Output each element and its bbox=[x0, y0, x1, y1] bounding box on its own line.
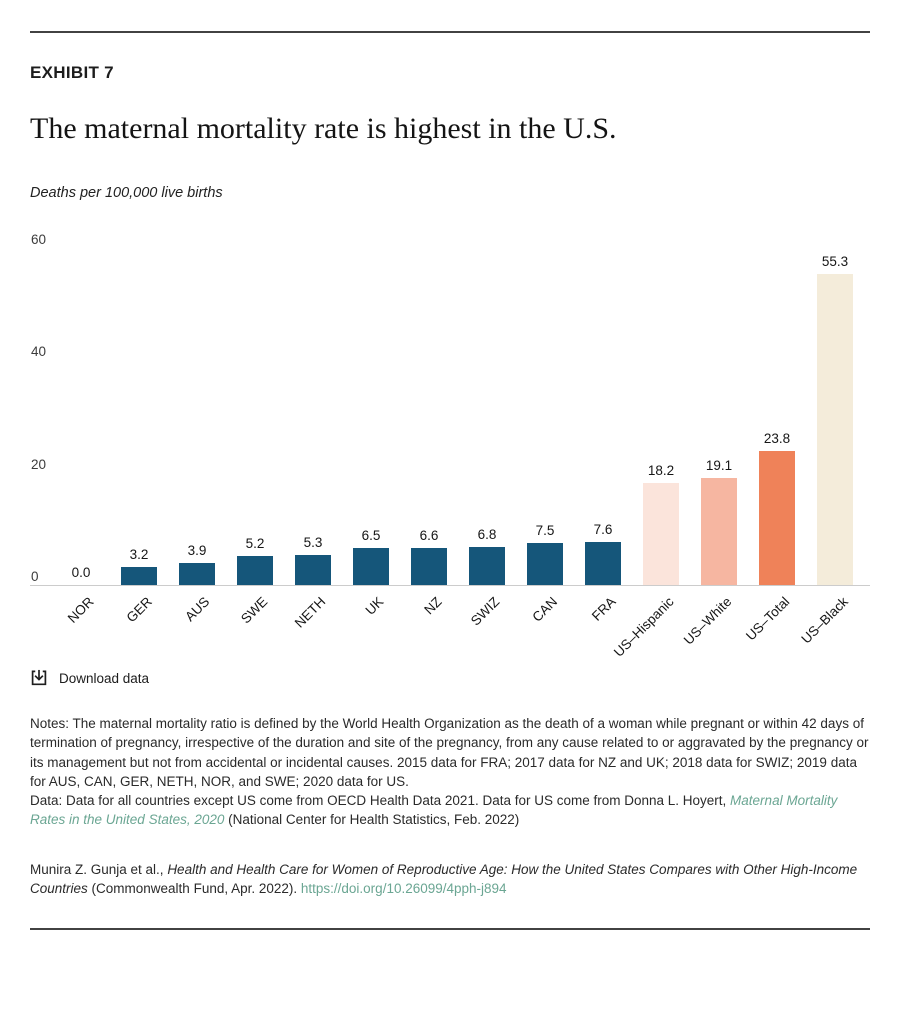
x-axis-label: US–Total bbox=[743, 594, 793, 644]
notes-content: Notes: The maternal mortality ratio is d… bbox=[30, 716, 869, 789]
x-axis-label: NOR bbox=[64, 594, 97, 626]
x-axis-label: AUS bbox=[182, 594, 213, 625]
bar-value-label: 6.5 bbox=[361, 528, 381, 543]
x-axis-label: NZ bbox=[421, 594, 445, 618]
bar-value-label: 6.8 bbox=[477, 527, 497, 542]
x-axis-label: US–Hispanic bbox=[610, 594, 677, 660]
x-axis-label: GER bbox=[123, 594, 155, 626]
bar-value-label: 5.2 bbox=[245, 536, 265, 551]
bar-value-label: 55.3 bbox=[821, 254, 849, 269]
bar-US–White bbox=[701, 478, 737, 585]
citation-text: Munira Z. Gunja et al., Health and Healt… bbox=[30, 860, 870, 899]
bar-value-label: 0.0 bbox=[71, 565, 91, 580]
download-data-label: Download data bbox=[59, 670, 150, 686]
exhibit-label: EXHIBIT 7 bbox=[30, 63, 114, 82]
bar-NZ bbox=[411, 548, 447, 585]
bar-NETH bbox=[295, 555, 331, 585]
exhibit-figure: EXHIBIT 7 The maternal mortality rate is… bbox=[0, 31, 900, 931]
x-axis-label: US–White bbox=[681, 594, 735, 648]
x-axis-line bbox=[30, 585, 870, 586]
chart-units-label: Deaths per 100,000 live births bbox=[30, 185, 223, 201]
bar-US–Black bbox=[817, 274, 853, 585]
bottom-divider bbox=[30, 928, 870, 931]
citation-publisher: (Commonwealth Fund, Apr. 2022). bbox=[87, 881, 301, 897]
bar-SWE bbox=[237, 556, 273, 585]
y-axis-tick: 20 bbox=[31, 456, 47, 472]
bar-US–Total bbox=[759, 451, 795, 585]
x-axis-label: SWE bbox=[238, 594, 271, 627]
notes-text: Notes: The maternal mortality ratio is d… bbox=[30, 714, 870, 791]
bar-value-label: 7.6 bbox=[593, 522, 613, 537]
bar-value-label: 3.9 bbox=[187, 543, 207, 558]
citation-work-title: Health and Health Care for Women of Repr… bbox=[30, 861, 858, 897]
bar-SWIZ bbox=[469, 547, 505, 585]
bar-CAN bbox=[527, 543, 563, 585]
data-source-prefix: Data: Data for all countries except US c… bbox=[30, 793, 731, 809]
bar-GER bbox=[121, 567, 157, 585]
bar-FRA bbox=[585, 542, 621, 585]
x-axis-label: FRA bbox=[588, 594, 619, 624]
y-axis-tick: 40 bbox=[31, 344, 47, 359]
page-title: The maternal mortality rate is highest i… bbox=[30, 112, 617, 145]
data-source-suffix: (National Center for Health Statistics, … bbox=[224, 812, 520, 828]
download-data-button[interactable]: Download data bbox=[30, 669, 149, 687]
citation-authors: Munira Z. Gunja et al., bbox=[30, 861, 168, 877]
bar-value-label: 6.6 bbox=[419, 528, 439, 543]
bar-value-label: 3.2 bbox=[129, 547, 149, 562]
bar-chart: 0 20 40 60 0.0 NOR 3.2 GER 3.9 AUS 5.2 SWE 5.3 NETH 6.… bbox=[30, 231, 870, 663]
y-axis-tick: 0 bbox=[31, 569, 39, 584]
doi-link[interactable]: https://doi.org/10.26099/4pph-j894 bbox=[300, 881, 507, 897]
bar-value-label: 18.2 bbox=[647, 463, 675, 478]
bar-value-label: 5.3 bbox=[303, 535, 323, 550]
data-source-link[interactable]: Maternal Mortality Rates in the United S… bbox=[30, 793, 838, 828]
bar-AUS bbox=[179, 563, 215, 585]
bar-UK bbox=[353, 548, 389, 585]
bar-value-label: 19.1 bbox=[705, 458, 733, 473]
x-axis-label: NETH bbox=[292, 594, 329, 631]
data-source-text: Data: Data for all countries except US c… bbox=[30, 791, 870, 830]
download-icon bbox=[30, 669, 48, 687]
x-axis-label: CAN bbox=[529, 594, 561, 625]
bar-US–Hispanic bbox=[643, 483, 679, 585]
top-divider bbox=[30, 31, 870, 33]
x-axis-label: UK bbox=[362, 594, 387, 618]
bar-value-label: 7.5 bbox=[535, 523, 555, 538]
x-axis-label: US–Black bbox=[798, 594, 851, 647]
bar-value-label: 23.8 bbox=[763, 431, 791, 446]
x-axis-label: SWIZ bbox=[468, 594, 503, 629]
y-axis-tick: 60 bbox=[31, 231, 47, 247]
